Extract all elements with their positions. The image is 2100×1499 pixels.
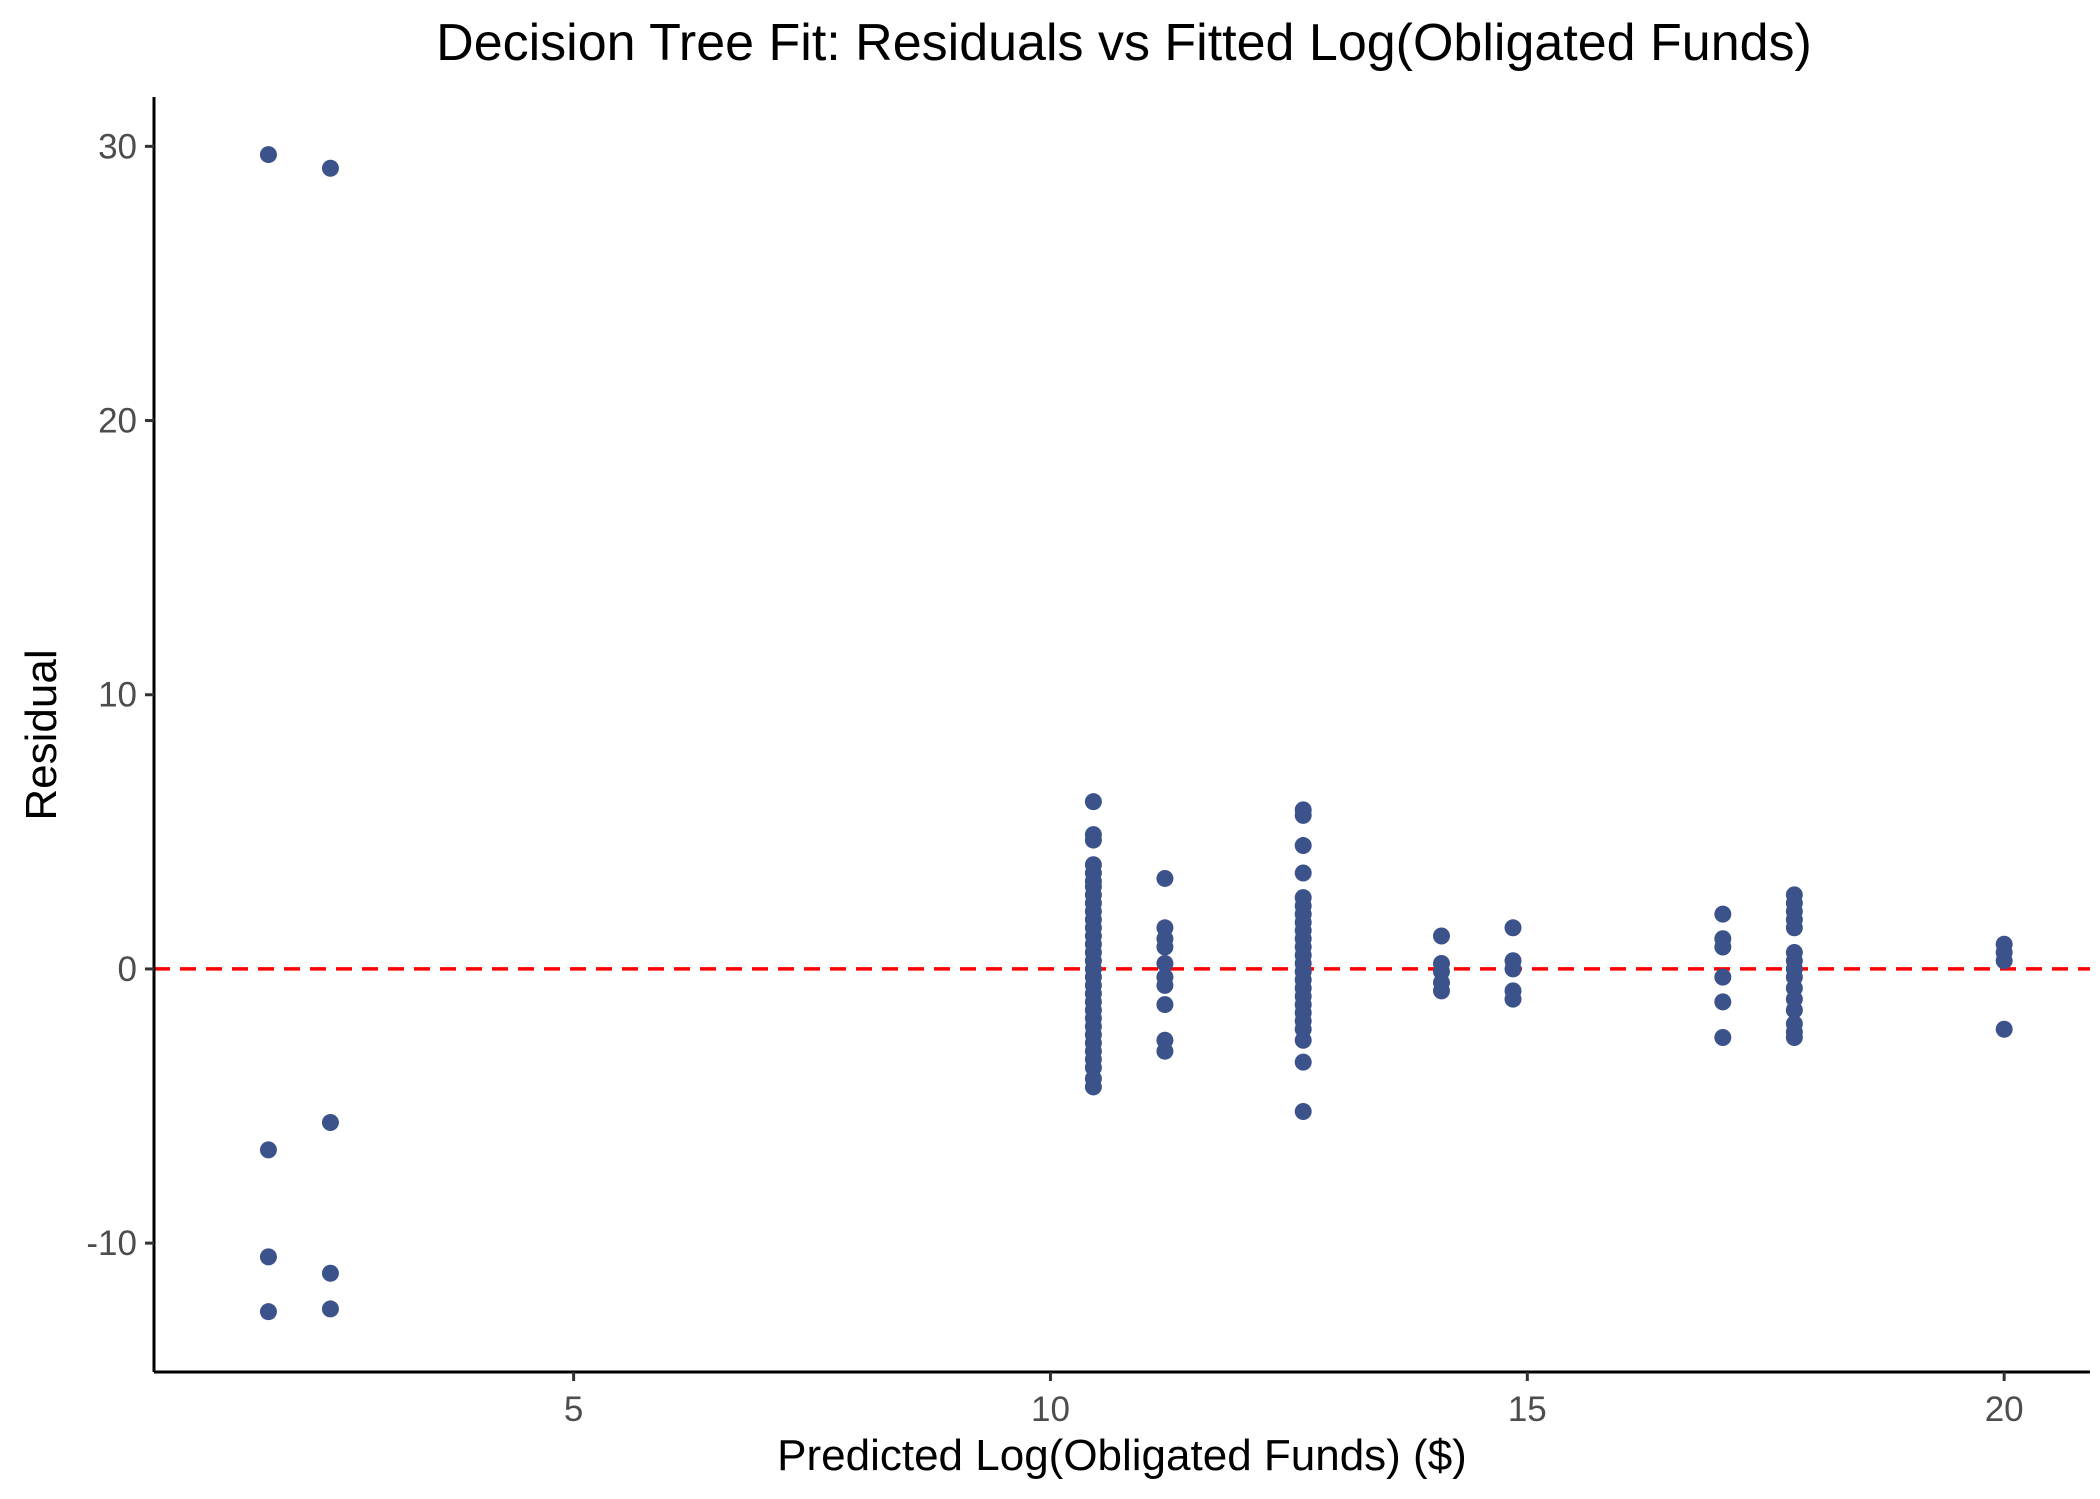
- data-point: [1294, 1103, 1312, 1121]
- data-point: [1714, 905, 1732, 923]
- y-tick-label: 30: [98, 127, 137, 166]
- data-point: [259, 1248, 277, 1266]
- data-point: [1294, 1031, 1312, 1049]
- data-point: [321, 159, 339, 177]
- x-tick-label: 5: [564, 1390, 583, 1429]
- data-point: [1785, 1028, 1803, 1046]
- y-tick-label: 20: [98, 402, 137, 441]
- data-point: [1714, 993, 1732, 1011]
- x-tick-label: 10: [1031, 1390, 1070, 1429]
- y-tick-label: 0: [118, 950, 137, 989]
- data-point: [321, 1300, 339, 1318]
- data-point: [1714, 1028, 1732, 1046]
- y-axis-title: Residual: [17, 649, 66, 820]
- chart-title: Decision Tree Fit: Residuals vs Fitted L…: [436, 14, 1812, 72]
- data-point: [1504, 919, 1522, 937]
- y-axis-ticks: -10 0 10 20 30: [86, 127, 154, 1263]
- data-point: [1156, 976, 1174, 994]
- data-point: [1294, 806, 1312, 824]
- data-point: [1156, 1042, 1174, 1060]
- data-point: [259, 1141, 277, 1159]
- data-point: [1432, 927, 1450, 945]
- data-point: [1785, 919, 1803, 937]
- data-point: [1714, 938, 1732, 956]
- data-point: [1294, 837, 1312, 855]
- data-point: [321, 1264, 339, 1282]
- data-point: [1995, 952, 2013, 970]
- data-point: [1294, 864, 1312, 882]
- data-point: [1294, 1053, 1312, 1071]
- data-point: [1504, 960, 1522, 978]
- data-point: [1156, 869, 1174, 887]
- data-point: [1084, 1078, 1102, 1096]
- data-point: [259, 146, 277, 164]
- x-tick-label: 20: [1985, 1390, 2024, 1429]
- x-axis-title: Predicted Log(Obligated Funds) ($): [777, 1431, 1467, 1480]
- data-point: [1785, 1001, 1803, 1019]
- data-point: [1432, 982, 1450, 1000]
- data-point: [259, 1303, 277, 1321]
- y-tick-label: -10: [86, 1224, 137, 1263]
- data-point: [1156, 996, 1174, 1014]
- plot-area: [154, 146, 2090, 1321]
- data-point: [1995, 1020, 2013, 1038]
- data-point: [321, 1113, 339, 1131]
- data-point: [1084, 831, 1102, 849]
- data-point: [1504, 990, 1522, 1008]
- x-axis-ticks: 5 10 15 20: [564, 1372, 2024, 1429]
- data-point: [1084, 793, 1102, 811]
- y-tick-label: 10: [98, 676, 137, 715]
- x-tick-label: 15: [1508, 1390, 1547, 1429]
- data-point: [1156, 938, 1174, 956]
- data-point: [1714, 968, 1732, 986]
- data-point: [1156, 954, 1174, 972]
